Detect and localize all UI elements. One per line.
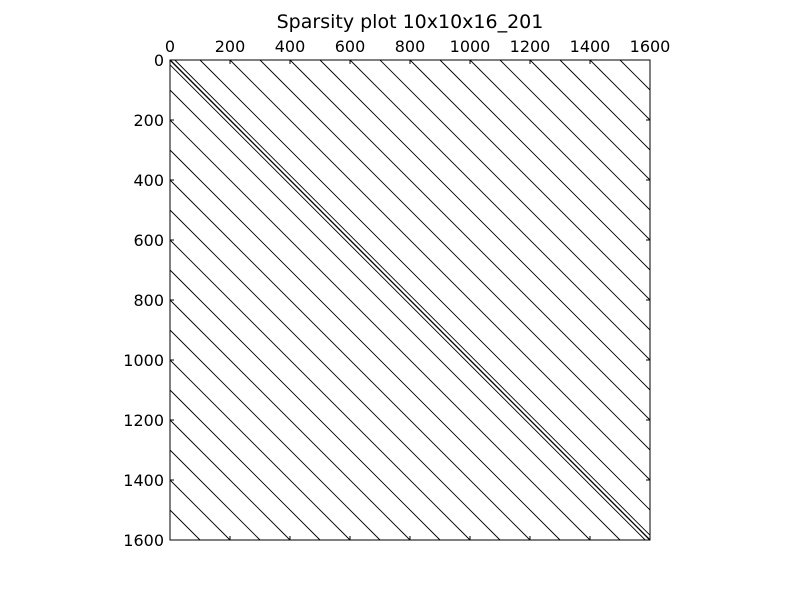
nonzero-diagonal — [289, 59, 651, 421]
nonzero-diagonal — [169, 389, 321, 541]
chart-title: Sparsity plot 10x10x16_201 — [277, 11, 544, 33]
nonzero-diagonal — [409, 59, 651, 301]
nonzero-diagonal — [199, 59, 651, 511]
nonzero-diagonal — [169, 89, 621, 541]
nonzero-diagonal — [439, 59, 651, 271]
x-tick-label: 1400 — [570, 37, 611, 56]
nonzero-diagonal — [619, 59, 651, 91]
nonzero-diagonal — [259, 59, 651, 451]
nonzero-diagonal — [169, 449, 261, 541]
nonzero-near-diagonal — [174, 59, 651, 536]
x-tick-label: 1000 — [450, 37, 491, 56]
y-tick-label: 600 — [133, 231, 164, 250]
x-tick-label: 400 — [275, 37, 306, 56]
nonzero-diagonal — [349, 59, 651, 361]
nonzero-diagonal — [529, 59, 651, 181]
nonzero-diagonal — [319, 59, 651, 391]
y-tick-label: 1600 — [123, 531, 164, 550]
nonzero-diagonal — [169, 269, 441, 541]
y-tick-label: 1400 — [123, 471, 164, 490]
nonzero-diagonal — [169, 479, 231, 541]
nonzero-diagonal — [169, 209, 501, 541]
y-tick-label: 800 — [133, 291, 164, 310]
nonzero-diagonal — [469, 59, 651, 241]
y-tick-label: 200 — [133, 111, 164, 130]
nonzero-diagonal — [169, 119, 591, 541]
nonzero-near-diagonal — [169, 59, 651, 541]
nonzero-pattern — [169, 59, 651, 541]
nonzero-diagonal — [229, 59, 651, 481]
nonzero-diagonal — [589, 59, 651, 121]
nonzero-diagonal — [169, 239, 471, 541]
nonzero-diagonal — [499, 59, 651, 211]
x-tick-label: 1600 — [630, 37, 671, 56]
axis-ticks — [169, 59, 651, 541]
x-tick-label: 200 — [215, 37, 246, 56]
x-axis-tick-labels: 0 200 400 600 800 1000 1200 1400 1600 — [165, 37, 670, 56]
y-tick-label: 1000 — [123, 351, 164, 370]
nonzero-diagonal — [169, 329, 381, 541]
nonzero-diagonal — [379, 59, 651, 331]
x-tick-label: 0 — [165, 37, 175, 56]
x-tick-label: 1200 — [510, 37, 551, 56]
nonzero-diagonal — [169, 299, 411, 541]
nonzero-diagonal — [169, 419, 291, 541]
nonzero-diagonal — [559, 59, 651, 151]
y-tick-label: 400 — [133, 171, 164, 190]
nonzero-near-diagonal — [169, 64, 646, 541]
nonzero-diagonal — [169, 149, 561, 541]
nonzero-diagonal — [169, 179, 531, 541]
x-tick-label: 800 — [395, 37, 426, 56]
y-tick-label: 0 — [154, 51, 164, 70]
y-tick-label: 1200 — [123, 411, 164, 430]
y-axis-tick-labels: 0 200 400 600 800 1000 1200 1400 1600 — [123, 51, 164, 550]
nonzero-diagonal — [169, 359, 351, 541]
x-tick-label: 600 — [335, 37, 366, 56]
nonzero-diagonal — [169, 509, 201, 541]
